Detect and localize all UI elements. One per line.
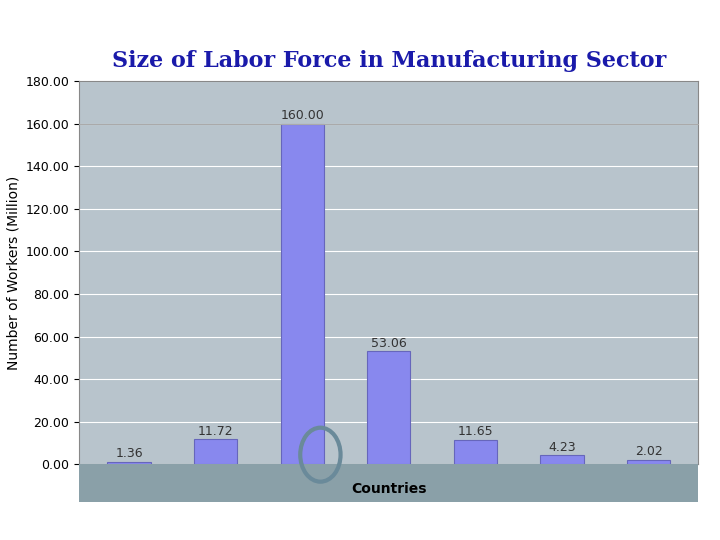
Text: Countries: Countries xyxy=(351,482,426,496)
Bar xyxy=(194,440,238,464)
Text: 160.00: 160.00 xyxy=(280,109,324,122)
Y-axis label: Number of Workers (Million): Number of Workers (Million) xyxy=(6,176,20,370)
Text: 2.02: 2.02 xyxy=(635,446,662,458)
Bar xyxy=(454,440,497,464)
Text: 53.06: 53.06 xyxy=(371,336,407,350)
Text: 1.36: 1.36 xyxy=(115,447,143,460)
Bar xyxy=(367,352,410,464)
Text: 11.65: 11.65 xyxy=(458,425,493,438)
Bar xyxy=(107,462,150,464)
Text: 11.72: 11.72 xyxy=(198,425,233,438)
Bar xyxy=(627,460,670,464)
Bar xyxy=(281,124,324,464)
Bar xyxy=(540,455,584,464)
Title: Size of Labor Force in Manufacturing Sector: Size of Labor Force in Manufacturing Sec… xyxy=(112,50,666,72)
Text: 4.23: 4.23 xyxy=(548,441,576,454)
